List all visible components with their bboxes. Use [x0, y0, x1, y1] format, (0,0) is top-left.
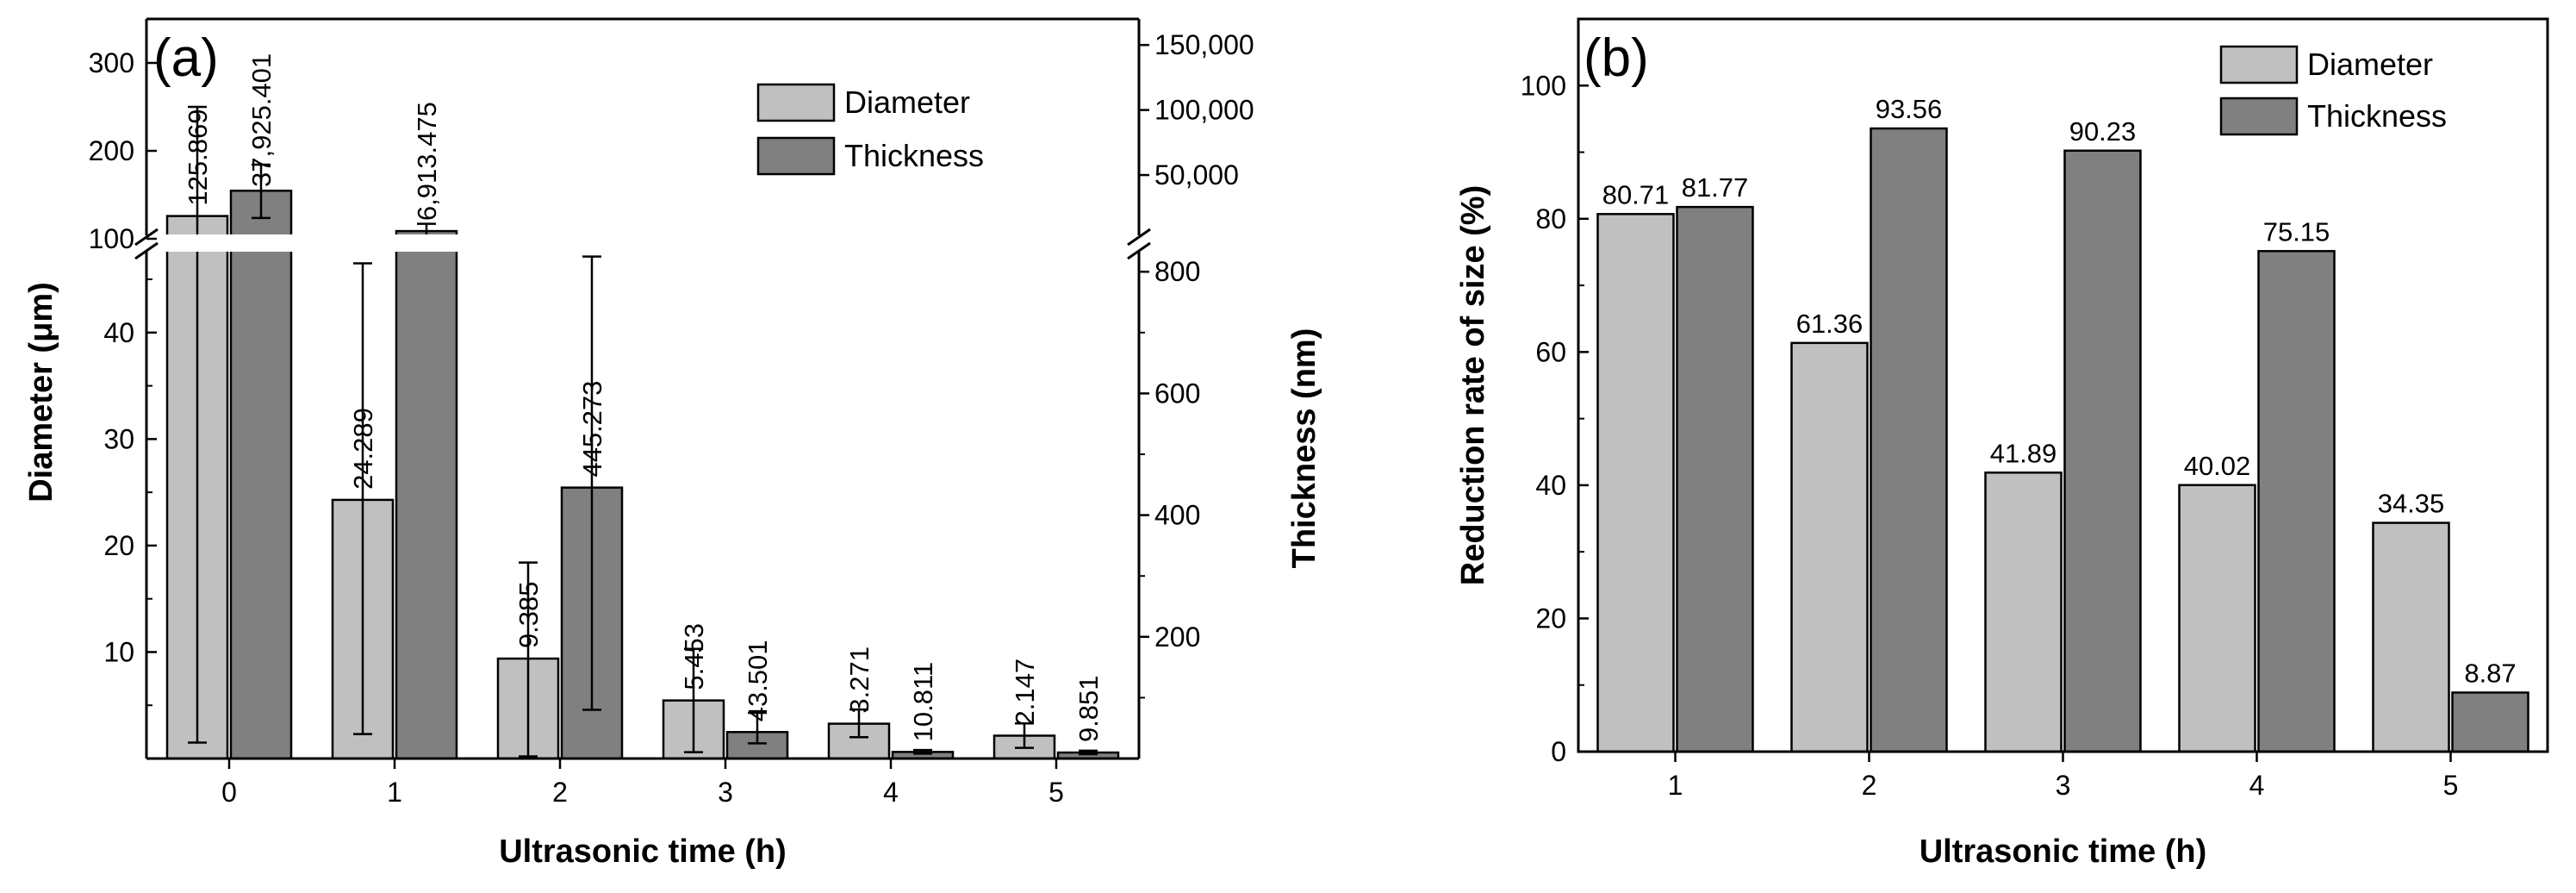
bar-b-diameter-1	[1596, 213, 1675, 753]
bar-b-thickness-3	[2063, 149, 2142, 753]
x-tick-label-a-0: 0	[221, 777, 237, 808]
data-label-diameter-3: 5.453	[679, 623, 709, 690]
y-tick-label-b-40: 40	[1535, 470, 1566, 501]
x-tick-label-b-1: 1	[1668, 770, 1683, 801]
bar-b-thickness-2	[1870, 127, 1948, 753]
legend-swatch-a-thickness	[756, 136, 836, 176]
data-label-b-diameter-3: 41.89	[1990, 438, 2057, 468]
panel-label-a: (a)	[153, 28, 219, 88]
data-label-b-diameter-2: 61.36	[1796, 309, 1864, 339]
bar-thickness-1	[395, 229, 458, 760]
left-tick-label-300: 300	[89, 47, 134, 78]
data-label-b-thickness-1: 81.77	[1682, 172, 1749, 203]
bar-b-diameter-2	[1790, 341, 1869, 753]
y-tick-label-b-0: 0	[1551, 736, 1566, 767]
data-label-diameter-4: 3.271	[844, 646, 874, 714]
data-label-b-diameter-4: 40.02	[2184, 451, 2251, 481]
x-tick-label-a-1: 1	[387, 777, 402, 808]
right-tick-label-100000: 100,000	[1154, 95, 1254, 126]
x-tick-label-a-5: 5	[1048, 777, 1064, 808]
axis-break-mark-right-1	[1127, 228, 1151, 247]
right-tick-label-150000: 150,000	[1154, 29, 1254, 60]
legend-label-a-diameter: Diameter	[844, 84, 970, 120]
panel-b: 80.71 61.36 41.89 40.02 34.35 81.77 93.56 90.23…	[1455, 17, 2549, 870]
axis-break-mark-left-2	[134, 241, 159, 260]
right-tick-label-400: 400	[1154, 500, 1200, 531]
data-label-b-diameter-5: 34.35	[2378, 489, 2445, 519]
bar-b-diameter-4	[2178, 484, 2256, 753]
legend-label-a-thickness: Thickness	[844, 138, 984, 173]
bar-b-thickness-4	[2257, 250, 2336, 753]
bar-b-thickness-1	[1676, 205, 1754, 753]
left-tick-label-20: 20	[103, 530, 134, 561]
right-tick-label-800: 800	[1154, 256, 1200, 287]
data-label-diameter-0: 125.869	[183, 109, 213, 206]
left-tick-label-100: 100	[89, 223, 134, 254]
y-axis-title-right-a: Thickness (nm)	[1286, 328, 1322, 569]
bar-thickness-0	[229, 190, 293, 760]
right-tick-label-600: 600	[1154, 378, 1200, 409]
x-tick-label-b-5: 5	[2443, 770, 2459, 801]
x-tick-label-a-4: 4	[883, 777, 899, 808]
data-label-b-thickness-4: 75.15	[2263, 216, 2330, 247]
x-tick-label-a-2: 2	[552, 777, 568, 808]
y-tick-label-b-100: 100	[1521, 70, 1566, 101]
data-label-thickness-4: 10.811	[908, 662, 938, 742]
axis-break-mark-right-2	[1127, 241, 1151, 260]
y-tick-label-b-80: 80	[1535, 203, 1566, 234]
data-label-b-thickness-3: 90.23	[2069, 116, 2137, 147]
left-tick-label-30: 30	[103, 423, 134, 454]
axis-break-gap	[144, 234, 1142, 252]
legend-swatch-b-diameter	[2219, 45, 2299, 84]
data-label-b-thickness-5: 8.87	[2464, 658, 2516, 688]
data-label-thickness-1: 6,913.475	[412, 102, 442, 221]
bar-b-diameter-5	[2372, 521, 2450, 753]
data-label-thickness-0: 37,925.401	[246, 53, 277, 187]
y-tick-label-b-20: 20	[1535, 603, 1566, 634]
legend-swatch-a-diameter	[756, 83, 836, 122]
y-axis-title-b: Reduction rate of size (%)	[1455, 185, 1491, 586]
left-tick-label-40: 40	[103, 317, 134, 348]
bar-b-diameter-3	[1984, 471, 2063, 753]
x-axis-title-a: Ultrasonic time (h)	[499, 834, 787, 870]
data-label-diameter-1: 24.289	[348, 408, 378, 490]
legend-swatch-b-thickness	[2219, 97, 2299, 136]
x-tick-label-a-3: 3	[718, 777, 733, 808]
axis-break-mark-left-1	[134, 228, 159, 247]
x-tick-label-b-2: 2	[1862, 770, 1877, 801]
data-label-diameter-5: 2.147	[1010, 659, 1040, 726]
x-tick-label-b-3: 3	[2056, 770, 2071, 801]
left-tick-label-200: 200	[89, 135, 134, 166]
legend-label-b-thickness: Thickness	[2307, 98, 2447, 134]
y-axis-title-left-a: Diameter (μm)	[23, 282, 59, 503]
x-axis-title-b: Ultrasonic time (h)	[1920, 834, 2207, 870]
data-label-b-thickness-2: 93.56	[1876, 94, 1943, 124]
bar-b-thickness-5	[2451, 691, 2529, 753]
right-tick-label-200: 200	[1154, 621, 1200, 653]
left-tick-label-10: 10	[103, 636, 134, 667]
data-label-thickness-3: 43.501	[743, 640, 773, 721]
data-label-diameter-2: 9.385	[513, 581, 544, 648]
legend-label-b-diameter: Diameter	[2307, 47, 2433, 82]
right-tick-label-50000: 50,000	[1154, 159, 1239, 190]
data-label-thickness-2: 445.273	[577, 381, 607, 478]
data-label-thickness-5: 9.851	[1073, 675, 1104, 742]
data-label-b-diameter-1: 80.71	[1602, 179, 1670, 209]
y-tick-label-b-60: 60	[1535, 336, 1566, 367]
panel-label-b: (b)	[1584, 28, 1649, 88]
x-tick-label-b-4: 4	[2249, 770, 2265, 801]
panel-a: 125.869 24.289 9.385 5.453 3.271 2.147 37,925.…	[23, 17, 1322, 870]
